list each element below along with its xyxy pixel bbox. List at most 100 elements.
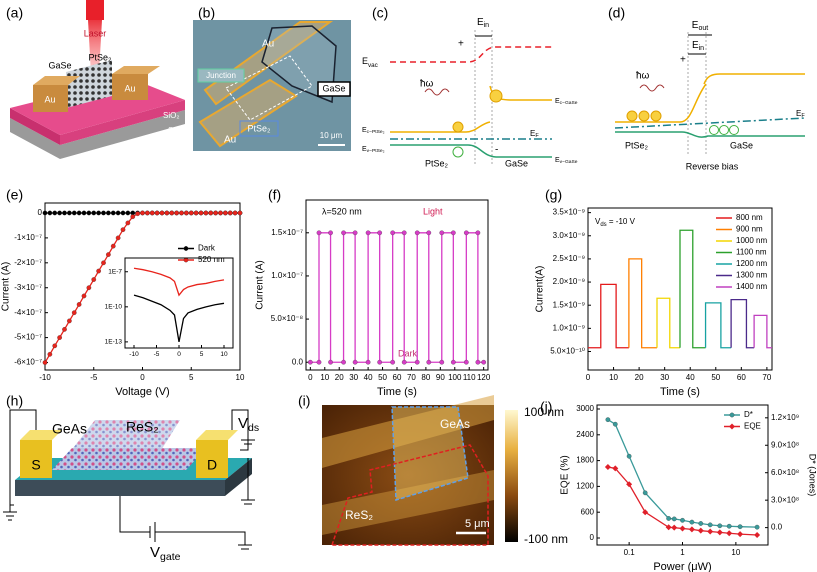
annotation: λ=520 nm bbox=[322, 206, 362, 216]
electrode-label: Au bbox=[262, 39, 274, 50]
x-tick-label: 70 bbox=[762, 373, 771, 382]
point bbox=[604, 464, 611, 471]
point bbox=[754, 524, 760, 530]
field-label: out bbox=[698, 25, 708, 32]
material-label: ReS₂ bbox=[345, 508, 373, 522]
x-tick-label: 30 bbox=[660, 373, 669, 382]
y-axis-label: Current (A) bbox=[1, 262, 12, 311]
material-label: GeAs bbox=[52, 421, 87, 437]
point bbox=[666, 516, 671, 521]
point bbox=[213, 210, 218, 216]
conduction-band bbox=[615, 83, 707, 123]
legend-label: Dark bbox=[198, 244, 216, 253]
legend-marker bbox=[183, 246, 189, 251]
electrode bbox=[20, 430, 62, 440]
x-tick-label: 1 bbox=[680, 548, 685, 557]
x-tick-label: 50 bbox=[378, 373, 387, 382]
substrate bbox=[225, 458, 252, 496]
plot-frame bbox=[124, 257, 234, 349]
series-line bbox=[133, 294, 225, 343]
level-label: E bbox=[362, 56, 368, 66]
point bbox=[688, 526, 695, 533]
point bbox=[169, 210, 175, 216]
point bbox=[439, 359, 445, 365]
voltage-label: Vgate bbox=[150, 544, 181, 563]
plot-frame bbox=[44, 202, 241, 371]
point bbox=[120, 210, 126, 216]
y-tick-label: -2×10⁻⁷ bbox=[14, 258, 42, 267]
y-tick-label: 2400 bbox=[576, 430, 594, 439]
point bbox=[106, 210, 111, 216]
channel bbox=[52, 448, 206, 470]
point bbox=[52, 343, 58, 349]
sio2-side bbox=[10, 108, 60, 145]
point bbox=[86, 210, 92, 216]
y2-tick-label: 6.0×10⁸ bbox=[771, 468, 799, 477]
voltage-label: Vds bbox=[238, 415, 259, 434]
panel-label: (d) bbox=[608, 5, 625, 21]
point bbox=[76, 210, 82, 216]
laser-source bbox=[86, 0, 104, 20]
charge-sign: + bbox=[680, 55, 686, 66]
field-label: in bbox=[699, 45, 705, 52]
y-axis-label: Current(A) bbox=[535, 266, 546, 313]
channel bbox=[70, 420, 180, 452]
level-label: E bbox=[530, 129, 535, 138]
level-label: c−GaSe bbox=[560, 100, 578, 106]
point bbox=[707, 528, 714, 535]
y-axis-label: Current (A) bbox=[255, 260, 266, 309]
material-label: ReS₂ bbox=[126, 419, 159, 435]
x-tick-label: 0 bbox=[308, 373, 313, 382]
valence-band bbox=[615, 131, 805, 138]
point bbox=[140, 210, 145, 216]
x-tick-label: -5 bbox=[154, 351, 160, 358]
point bbox=[42, 210, 48, 216]
point bbox=[698, 521, 704, 526]
y-tick-label: 1.0×10⁻⁷ bbox=[271, 271, 303, 280]
x-tick-label: 30 bbox=[349, 373, 358, 382]
voltage-label: ds bbox=[248, 422, 259, 434]
point bbox=[91, 277, 97, 282]
field-label: Eout bbox=[692, 20, 708, 32]
panel-h: (h) S D GeAs ReS₂ Vds Vgate bbox=[3, 393, 259, 563]
series bbox=[133, 267, 225, 297]
y-tick-label: 0 bbox=[38, 208, 43, 217]
panel-label: (g) bbox=[545, 187, 562, 203]
y-tick-label: 0.0 bbox=[292, 357, 304, 366]
point bbox=[605, 417, 611, 422]
level-label: Ev−GaSe bbox=[555, 157, 578, 165]
point bbox=[203, 210, 209, 216]
level-label: Evac bbox=[362, 56, 378, 68]
panel-label: (b) bbox=[198, 5, 215, 21]
point bbox=[352, 359, 358, 365]
point bbox=[218, 210, 223, 216]
point bbox=[328, 230, 333, 236]
series-line bbox=[44, 212, 240, 363]
au-electrode bbox=[33, 85, 68, 112]
point bbox=[42, 360, 48, 365]
point bbox=[352, 230, 358, 236]
y-tick-label: 3.0×10⁻⁹ bbox=[553, 231, 585, 240]
y-tick-label: -1×10⁻⁷ bbox=[14, 233, 42, 242]
series bbox=[753, 314, 772, 349]
annotation: Vds = -10 V bbox=[595, 217, 636, 227]
series bbox=[628, 258, 657, 349]
point bbox=[47, 351, 53, 357]
scale-bar-label: 5 μm bbox=[465, 518, 490, 530]
material-label: GaSe bbox=[48, 60, 71, 70]
level-label: EF bbox=[530, 129, 539, 139]
y-tick-label: 1.0×10⁻⁹ bbox=[553, 323, 585, 332]
heterostructure bbox=[66, 60, 112, 108]
point bbox=[754, 531, 761, 538]
voltage-label: gate bbox=[160, 551, 181, 563]
point bbox=[188, 210, 194, 216]
legend-marker bbox=[729, 412, 735, 418]
y-tick-label: -4×10⁻⁷ bbox=[14, 308, 42, 317]
point bbox=[164, 210, 170, 216]
point bbox=[377, 230, 383, 236]
x-tick-label: 10 bbox=[320, 373, 329, 382]
field-label: E bbox=[477, 17, 484, 28]
level-label: c−PtSe₂ bbox=[367, 129, 385, 135]
point bbox=[612, 421, 618, 427]
x-tick-label: 60 bbox=[393, 373, 402, 382]
